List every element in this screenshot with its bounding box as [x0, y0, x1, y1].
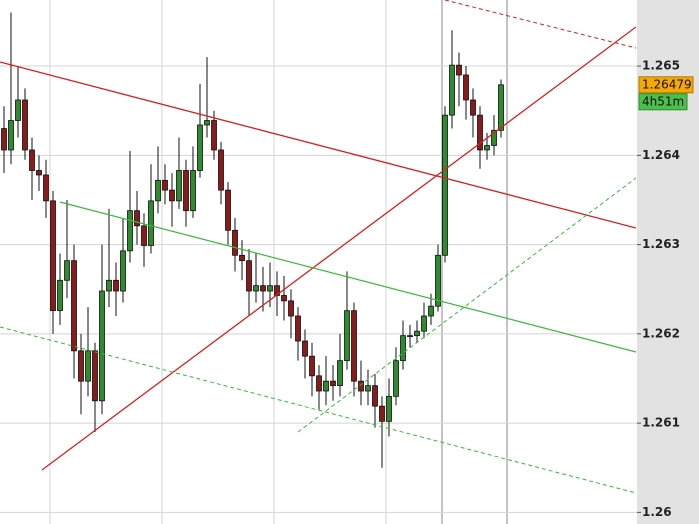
- candle-body: [421, 315, 427, 332]
- candle-body: [351, 310, 357, 382]
- candle-body: [260, 285, 266, 292]
- candle-body: [204, 120, 210, 126]
- candle-body: [1, 128, 7, 151]
- vertical-grid: [49, 0, 508, 524]
- last-price-tag: [638, 76, 694, 94]
- candle-body: [267, 285, 273, 292]
- candle-body: [337, 360, 343, 387]
- candle-body: [365, 385, 371, 392]
- candle-body: [470, 99, 476, 116]
- candle-body: [211, 120, 217, 151]
- candle-body: [50, 200, 56, 312]
- candle-body: [323, 380, 329, 392]
- candle-body: [463, 74, 469, 101]
- trend-line: [0, 61, 637, 229]
- candle-body: [169, 189, 175, 202]
- candle-body: [64, 260, 70, 281]
- candle-body: [358, 380, 364, 392]
- candle-body: [428, 305, 434, 317]
- countdown-label: 4h51m: [642, 94, 684, 108]
- ticks: 1.265 1.264 1.263 1.262 1.261 1.26: [0, 59, 680, 519]
- candle-body: [36, 170, 42, 176]
- candle-body: [309, 355, 315, 377]
- y-tick-label: 1.26: [642, 505, 672, 519]
- candle-body: [281, 295, 287, 302]
- candle-body: [491, 129, 497, 146]
- candle-body: [225, 189, 231, 231]
- candle-body: [393, 360, 399, 397]
- candle-body: [92, 350, 98, 402]
- candle-body: [197, 124, 203, 171]
- candle-body: [253, 285, 259, 292]
- candle-body: [8, 120, 14, 151]
- candle-body: [302, 340, 308, 357]
- candle-body: [29, 149, 35, 171]
- price-tags: 1.26479 4h51m: [638, 76, 694, 111]
- candle-body: [295, 315, 301, 342]
- trend-lines: [0, 0, 637, 494]
- last-price-label: 1.26479: [642, 77, 692, 91]
- candle-body: [113, 279, 119, 292]
- candle-body: [330, 380, 336, 387]
- candle-body: [414, 330, 420, 337]
- candle-body: [246, 260, 252, 292]
- candle-body: [232, 229, 238, 256]
- candle-body: [43, 174, 49, 202]
- y-tick-label: 1.261: [642, 416, 680, 430]
- candle-body: [477, 114, 483, 151]
- candle-body: [372, 385, 378, 407]
- y-tick-label: 1.265: [642, 59, 680, 73]
- trend-line: [297, 177, 637, 433]
- candle-body: [344, 310, 350, 362]
- candle-body: [183, 170, 189, 212]
- candle-body: [435, 254, 441, 307]
- candle-body: [176, 170, 182, 202]
- candle-body: [400, 335, 406, 362]
- candle-body: [85, 350, 91, 382]
- candle-body: [71, 260, 77, 352]
- candles: [1, 12, 504, 468]
- candle-body: [99, 290, 105, 402]
- candle-body: [484, 145, 490, 151]
- candle-body: [120, 250, 126, 292]
- candle-body: [379, 405, 385, 422]
- candle-body: [78, 350, 84, 382]
- candle-body: [498, 84, 504, 131]
- candle-body: [316, 375, 322, 392]
- candle-body: [442, 114, 448, 256]
- candle-body: [141, 225, 147, 246]
- candle-body: [155, 179, 161, 202]
- candle-body: [456, 64, 462, 76]
- candle-body: [449, 64, 455, 116]
- candle-body: [134, 210, 140, 227]
- candle-body: [22, 99, 28, 151]
- candle-body: [57, 279, 63, 312]
- plot-area: [0, 0, 637, 524]
- trend-line: [59, 201, 637, 353]
- trend-line: [41, 26, 637, 471]
- candle-body: [407, 335, 413, 338]
- y-tick-label: 1.262: [642, 326, 680, 340]
- candle-body: [386, 395, 392, 422]
- y-tick-label: 1.263: [642, 237, 680, 251]
- candle-body: [106, 279, 112, 292]
- trend-line: [0, 326, 637, 494]
- y-tick-label: 1.264: [642, 148, 680, 162]
- candle-body: [288, 300, 294, 317]
- candle-body: [127, 210, 133, 252]
- candle-body: [190, 170, 196, 212]
- trend-line: [444, 0, 637, 49]
- candle-body: [218, 149, 224, 191]
- candle-body: [239, 254, 245, 262]
- candle-body: [15, 99, 21, 121]
- candle-body: [148, 200, 154, 246]
- countdown-tag: [638, 93, 688, 111]
- candle-body: [162, 179, 168, 191]
